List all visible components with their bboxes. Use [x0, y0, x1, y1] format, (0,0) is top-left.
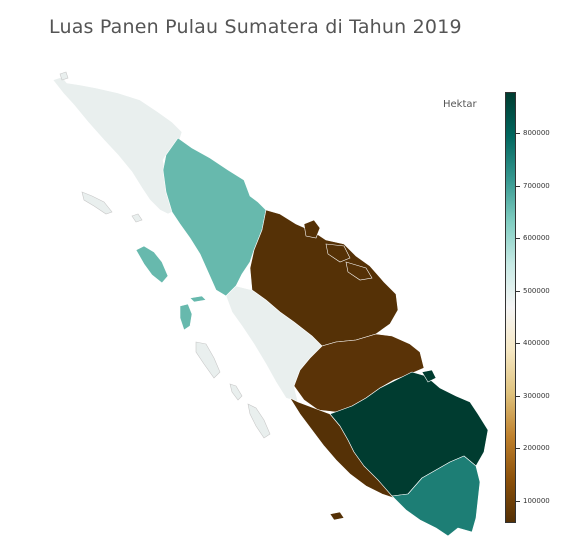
colorbar-tick [516, 396, 520, 397]
province-sumatera-selatan[interactable] [329, 371, 489, 497]
colorbar-tick [516, 448, 520, 449]
island-mentawai-pagai [247, 403, 271, 439]
island-mentawai-sipora [229, 383, 243, 401]
colorbar [505, 92, 516, 523]
province-aceh[interactable] [52, 76, 183, 215]
island-nias[interactable] [135, 245, 169, 284]
island-batu-small [189, 295, 207, 303]
island-riau-padang [345, 261, 373, 281]
colorbar-tick-label: 500000 [523, 287, 550, 295]
colorbar-tick [516, 186, 520, 187]
colorbar-tick-label: 200000 [523, 444, 550, 452]
province-jambi[interactable] [293, 333, 425, 413]
colorbar-tick-label: 700000 [523, 182, 550, 190]
colorbar-tick-label: 800000 [523, 129, 550, 137]
island-simeulue [81, 191, 113, 215]
island-jambi-cape [421, 369, 437, 383]
colorbar-tick-label: 300000 [523, 392, 550, 400]
island-weh [59, 71, 69, 81]
province-sumatera-utara[interactable] [162, 137, 267, 297]
island-pulau-banyak [131, 213, 143, 223]
island-riau-rupat [325, 243, 351, 263]
colorbar-label: Hektar [443, 99, 477, 110]
colorbar-tick [516, 133, 520, 134]
province-lampung[interactable] [391, 455, 481, 537]
colorbar-tick-label: 100000 [523, 497, 550, 505]
colorbar-tick [516, 501, 520, 502]
colorbar-tick [516, 238, 520, 239]
colorbar-tick-label: 400000 [523, 339, 550, 347]
island-enggano [329, 511, 345, 521]
map-title: Luas Panen Pulau Sumatera di Tahun 2019 [49, 16, 462, 38]
island-riau-bengkalis [303, 219, 321, 239]
colorbar-tick [516, 291, 520, 292]
colorbar-tick [516, 343, 520, 344]
island-mentawai-siberut [195, 341, 221, 379]
colorbar-tick-label: 600000 [523, 234, 550, 242]
island-batu [179, 303, 193, 331]
